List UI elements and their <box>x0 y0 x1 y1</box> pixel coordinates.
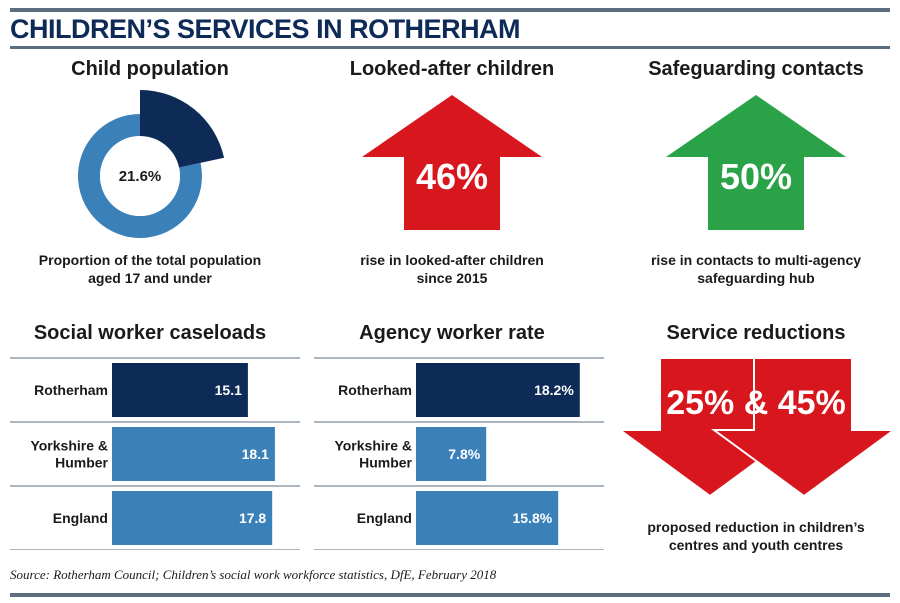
agency-value-label: 15.8% <box>512 510 552 526</box>
agency-value-label: 7.8% <box>448 446 480 462</box>
donut-center-label: 21.6% <box>119 168 162 185</box>
looked-after-caption-line2: since 2015 <box>416 270 488 286</box>
caseloads-value-label: 17.8 <box>239 510 266 526</box>
child-population-donut: 21.6% <box>77 90 225 238</box>
caseloads-category-label: Rotherham <box>34 382 108 398</box>
looked-after-caption: rise in looked-after children since 2015 <box>302 251 602 287</box>
safeguarding-value: 50% <box>720 156 792 197</box>
up-arrow-icon <box>666 95 846 230</box>
safeguarding-caption: rise in contacts to multi-agency safegua… <box>606 251 900 287</box>
source-note: Source: Rotherham Council; Children’s so… <box>10 567 497 582</box>
agency-category-label: Yorkshire & Humber <box>334 438 412 471</box>
title-rule <box>10 46 890 49</box>
reductions-down-arrows: 25% & 45% <box>618 358 894 496</box>
caseloads-bar-chart: Rotherham 15.1 Yorkshire & Humber 18.1 Englan… <box>10 357 300 550</box>
caseloads-title: Social worker caseloads <box>33 322 267 344</box>
caseloads-bar <box>112 427 275 481</box>
caseloads-category-label: England <box>53 510 108 526</box>
child-population-caption-line2: aged 17 and under <box>88 270 212 286</box>
safeguarding-caption-line1: rise in contacts to multi-agency <box>650 252 862 268</box>
safeguarding-up-arrow: 50% <box>666 95 846 230</box>
caseloads-category-label: Yorkshire & Humber <box>30 438 108 471</box>
agency-bar-chart: Rotherham 18.2% Yorkshire & Humber 7.8% Engla… <box>314 357 604 550</box>
caseloads-bar <box>112 491 273 545</box>
donut-hole <box>100 136 180 216</box>
caseloads-value-label: 18.1 <box>242 446 269 462</box>
child-population-caption-line1: Proportion of the total population <box>38 252 262 268</box>
safeguarding-title: Safeguarding contacts <box>648 58 864 80</box>
looked-after-title: Looked-after children <box>349 58 555 80</box>
agency-title: Agency worker rate <box>359 322 545 344</box>
looked-after-value: 46% <box>416 156 488 197</box>
reductions-caption-line1: proposed reduction in children’s <box>647 519 865 535</box>
agency-category-label: England <box>357 510 412 526</box>
up-arrow-icon <box>362 95 542 230</box>
reductions-value: 25% & 45% <box>666 384 846 422</box>
child-population-title: Child population <box>71 58 229 80</box>
agency-bar <box>416 363 580 417</box>
agency-bar <box>416 491 559 545</box>
caseloads-value-label: 15.1 <box>215 382 242 398</box>
agency-category-label: Rotherham <box>338 382 412 398</box>
caseloads-bar <box>112 363 248 417</box>
donut-slice-rest <box>77 114 202 238</box>
main-title: CHILDREN’S SERVICES IN ROTHERHAM <box>10 14 521 44</box>
reductions-title: Service reductions <box>666 322 846 344</box>
reductions-caption: proposed reduction in children’s centres… <box>606 518 900 554</box>
agency-value-label: 18.2% <box>534 382 574 398</box>
looked-after-up-arrow: 46% <box>362 95 542 230</box>
child-population-caption: Proportion of the total population aged … <box>0 251 300 287</box>
agency-bar <box>416 427 487 481</box>
bottom-rule <box>10 593 890 597</box>
looked-after-caption-line1: rise in looked-after children <box>360 252 544 268</box>
safeguarding-caption-line2: safeguarding hub <box>697 270 815 286</box>
reductions-caption-line2: centres and youth centres <box>668 537 844 553</box>
down-arrow-icon <box>710 358 894 496</box>
top-rule <box>10 8 890 12</box>
